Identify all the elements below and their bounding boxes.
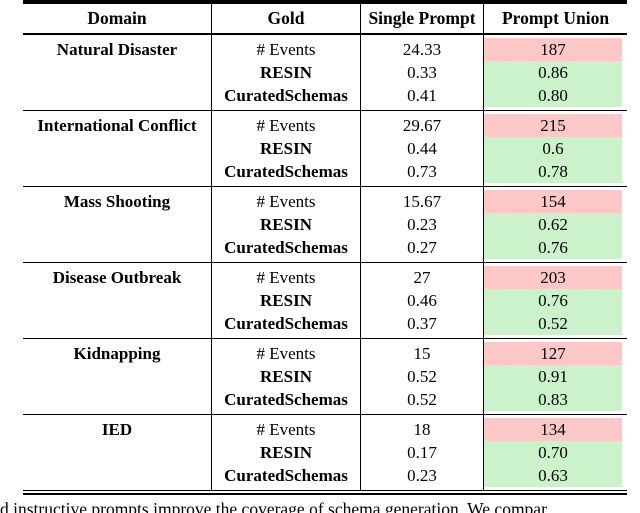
single-prompt-value: 0.17 bbox=[407, 443, 437, 462]
single-prompt-column: 15.67 0.23 0.27 bbox=[360, 187, 483, 262]
prompt-union-value: 127 bbox=[484, 342, 622, 365]
single-prompt-value: 0.44 bbox=[407, 139, 437, 158]
gold-label: CuratedSchemas bbox=[224, 162, 348, 181]
gold-column: # Events RESIN CuratedSchemas bbox=[211, 339, 360, 414]
single-prompt-value: 0.52 bbox=[407, 390, 437, 409]
prompt-union-value: 0.63 bbox=[484, 464, 622, 487]
prompt-union-column: 127 0.91 0.83 bbox=[483, 339, 627, 414]
prompt-union-value: 0.76 bbox=[484, 236, 622, 259]
domain-label: International Conflict bbox=[37, 116, 197, 135]
prompt-union-value: 0.80 bbox=[484, 84, 622, 107]
prompt-union-value: 0.6 bbox=[484, 137, 622, 160]
single-prompt-column: 15 0.52 0.52 bbox=[360, 339, 483, 414]
gold-label: CuratedSchemas bbox=[224, 238, 348, 257]
domain-group-natural-disaster: Natural Disaster # Events RESIN CuratedS… bbox=[23, 35, 627, 111]
domain-column: IED bbox=[23, 415, 211, 490]
single-prompt-value: 0.46 bbox=[407, 291, 437, 310]
gold-column: # Events RESIN CuratedSchemas bbox=[211, 263, 360, 338]
domain-column: Disease Outbreak bbox=[23, 263, 211, 338]
single-prompt-value: 29.67 bbox=[402, 116, 442, 135]
column-header-single-prompt: Single Prompt bbox=[360, 4, 483, 33]
prompt-union-column: 154 0.62 0.76 bbox=[483, 187, 627, 262]
single-prompt-value: 0.73 bbox=[407, 162, 437, 181]
gold-column: # Events RESIN CuratedSchemas bbox=[211, 415, 360, 490]
prompt-union-value: 0.83 bbox=[484, 388, 622, 411]
domain-label: Mass Shooting bbox=[63, 192, 171, 211]
column-header-domain: Domain bbox=[87, 8, 147, 28]
single-prompt-value: 18 bbox=[413, 420, 431, 439]
domain-group-ied: IED # Events RESIN CuratedSchemas 18 0.1… bbox=[23, 415, 627, 491]
domain-group-mass-shooting: Mass Shooting # Events RESIN CuratedSche… bbox=[23, 187, 627, 263]
gold-label: RESIN bbox=[260, 291, 312, 310]
results-table: Domain Gold Single Prompt Prompt Union N… bbox=[23, 0, 627, 495]
prompt-union-value: 187 bbox=[484, 38, 622, 61]
gold-label: RESIN bbox=[260, 63, 312, 82]
single-prompt-value: 0.23 bbox=[407, 466, 437, 485]
column-header-prompt-union: Prompt Union bbox=[483, 4, 627, 33]
gold-label: CuratedSchemas bbox=[224, 86, 348, 105]
prompt-union-column: 187 0.86 0.80 bbox=[483, 35, 627, 110]
gold-label: RESIN bbox=[260, 139, 312, 158]
domain-label: Disease Outbreak bbox=[52, 268, 182, 287]
column-header-gold: Gold bbox=[211, 4, 360, 33]
gold-label: # Events bbox=[256, 116, 316, 135]
prompt-union-value: 0.76 bbox=[484, 289, 622, 312]
single-prompt-value: 0.37 bbox=[407, 314, 437, 333]
single-prompt-column: 18 0.17 0.23 bbox=[360, 415, 483, 490]
single-prompt-value: 15.67 bbox=[402, 192, 442, 211]
domain-label: Natural Disaster bbox=[56, 40, 178, 59]
single-prompt-value: 0.52 bbox=[407, 367, 437, 386]
prompt-union-value: 134 bbox=[484, 418, 622, 441]
prompt-union-value: 0.86 bbox=[484, 61, 622, 84]
single-prompt-value: 0.41 bbox=[407, 86, 437, 105]
domain-group-disease-outbreak: Disease Outbreak # Events RESIN CuratedS… bbox=[23, 263, 627, 339]
single-prompt-value: 27 bbox=[413, 268, 431, 287]
gold-label: # Events bbox=[256, 268, 316, 287]
domain-group-international-conflict: International Conflict # Events RESIN Cu… bbox=[23, 111, 627, 187]
gold-label: RESIN bbox=[260, 443, 312, 462]
single-prompt-value: 0.27 bbox=[407, 238, 437, 257]
prompt-union-value: 0.91 bbox=[484, 365, 622, 388]
table-header-row: Domain Gold Single Prompt Prompt Union bbox=[23, 0, 627, 35]
table-bottom-rule bbox=[23, 493, 627, 495]
single-prompt-column: 24.33 0.33 0.41 bbox=[360, 35, 483, 110]
gold-column: # Events RESIN CuratedSchemas bbox=[211, 35, 360, 110]
gold-label: RESIN bbox=[260, 367, 312, 386]
gold-label: # Events bbox=[256, 192, 316, 211]
gold-label: CuratedSchemas bbox=[224, 466, 348, 485]
gold-label: # Events bbox=[256, 344, 316, 363]
gold-label: CuratedSchemas bbox=[224, 314, 348, 333]
gold-column: # Events RESIN CuratedSchemas bbox=[211, 111, 360, 186]
prompt-union-value: 203 bbox=[484, 266, 622, 289]
gold-label: # Events bbox=[256, 420, 316, 439]
prompt-union-value: 0.52 bbox=[484, 312, 622, 335]
prompt-union-value: 0.62 bbox=[484, 213, 622, 236]
prompt-union-value: 0.78 bbox=[484, 160, 622, 183]
single-prompt-value: 0.23 bbox=[407, 215, 437, 234]
domain-column: Kidnapping bbox=[23, 339, 211, 414]
prompt-union-column: 215 0.6 0.78 bbox=[483, 111, 627, 186]
gold-label: # Events bbox=[256, 40, 316, 59]
domain-label: Kidnapping bbox=[73, 344, 161, 363]
gold-label: RESIN bbox=[260, 215, 312, 234]
gold-label: CuratedSchemas bbox=[224, 390, 348, 409]
domain-column: Mass Shooting bbox=[23, 187, 211, 262]
gold-column: # Events RESIN CuratedSchemas bbox=[211, 187, 360, 262]
prompt-union-column: 134 0.70 0.63 bbox=[483, 415, 627, 490]
domain-column: Natural Disaster bbox=[23, 35, 211, 110]
prompt-union-column: 203 0.76 0.52 bbox=[483, 263, 627, 338]
prompt-union-value: 0.70 bbox=[484, 441, 622, 464]
domain-group-kidnapping: Kidnapping # Events RESIN CuratedSchemas… bbox=[23, 339, 627, 415]
prompt-union-value: 154 bbox=[484, 190, 622, 213]
single-prompt-column: 27 0.46 0.37 bbox=[360, 263, 483, 338]
domain-column: International Conflict bbox=[23, 111, 211, 186]
figure-caption: d instructive prompts improve the covera… bbox=[0, 498, 547, 513]
single-prompt-value: 15 bbox=[413, 344, 431, 363]
single-prompt-column: 29.67 0.44 0.73 bbox=[360, 111, 483, 186]
single-prompt-value: 0.33 bbox=[407, 63, 437, 82]
single-prompt-value: 24.33 bbox=[402, 40, 442, 59]
domain-label: IED bbox=[101, 420, 133, 439]
prompt-union-value: 215 bbox=[484, 114, 622, 137]
